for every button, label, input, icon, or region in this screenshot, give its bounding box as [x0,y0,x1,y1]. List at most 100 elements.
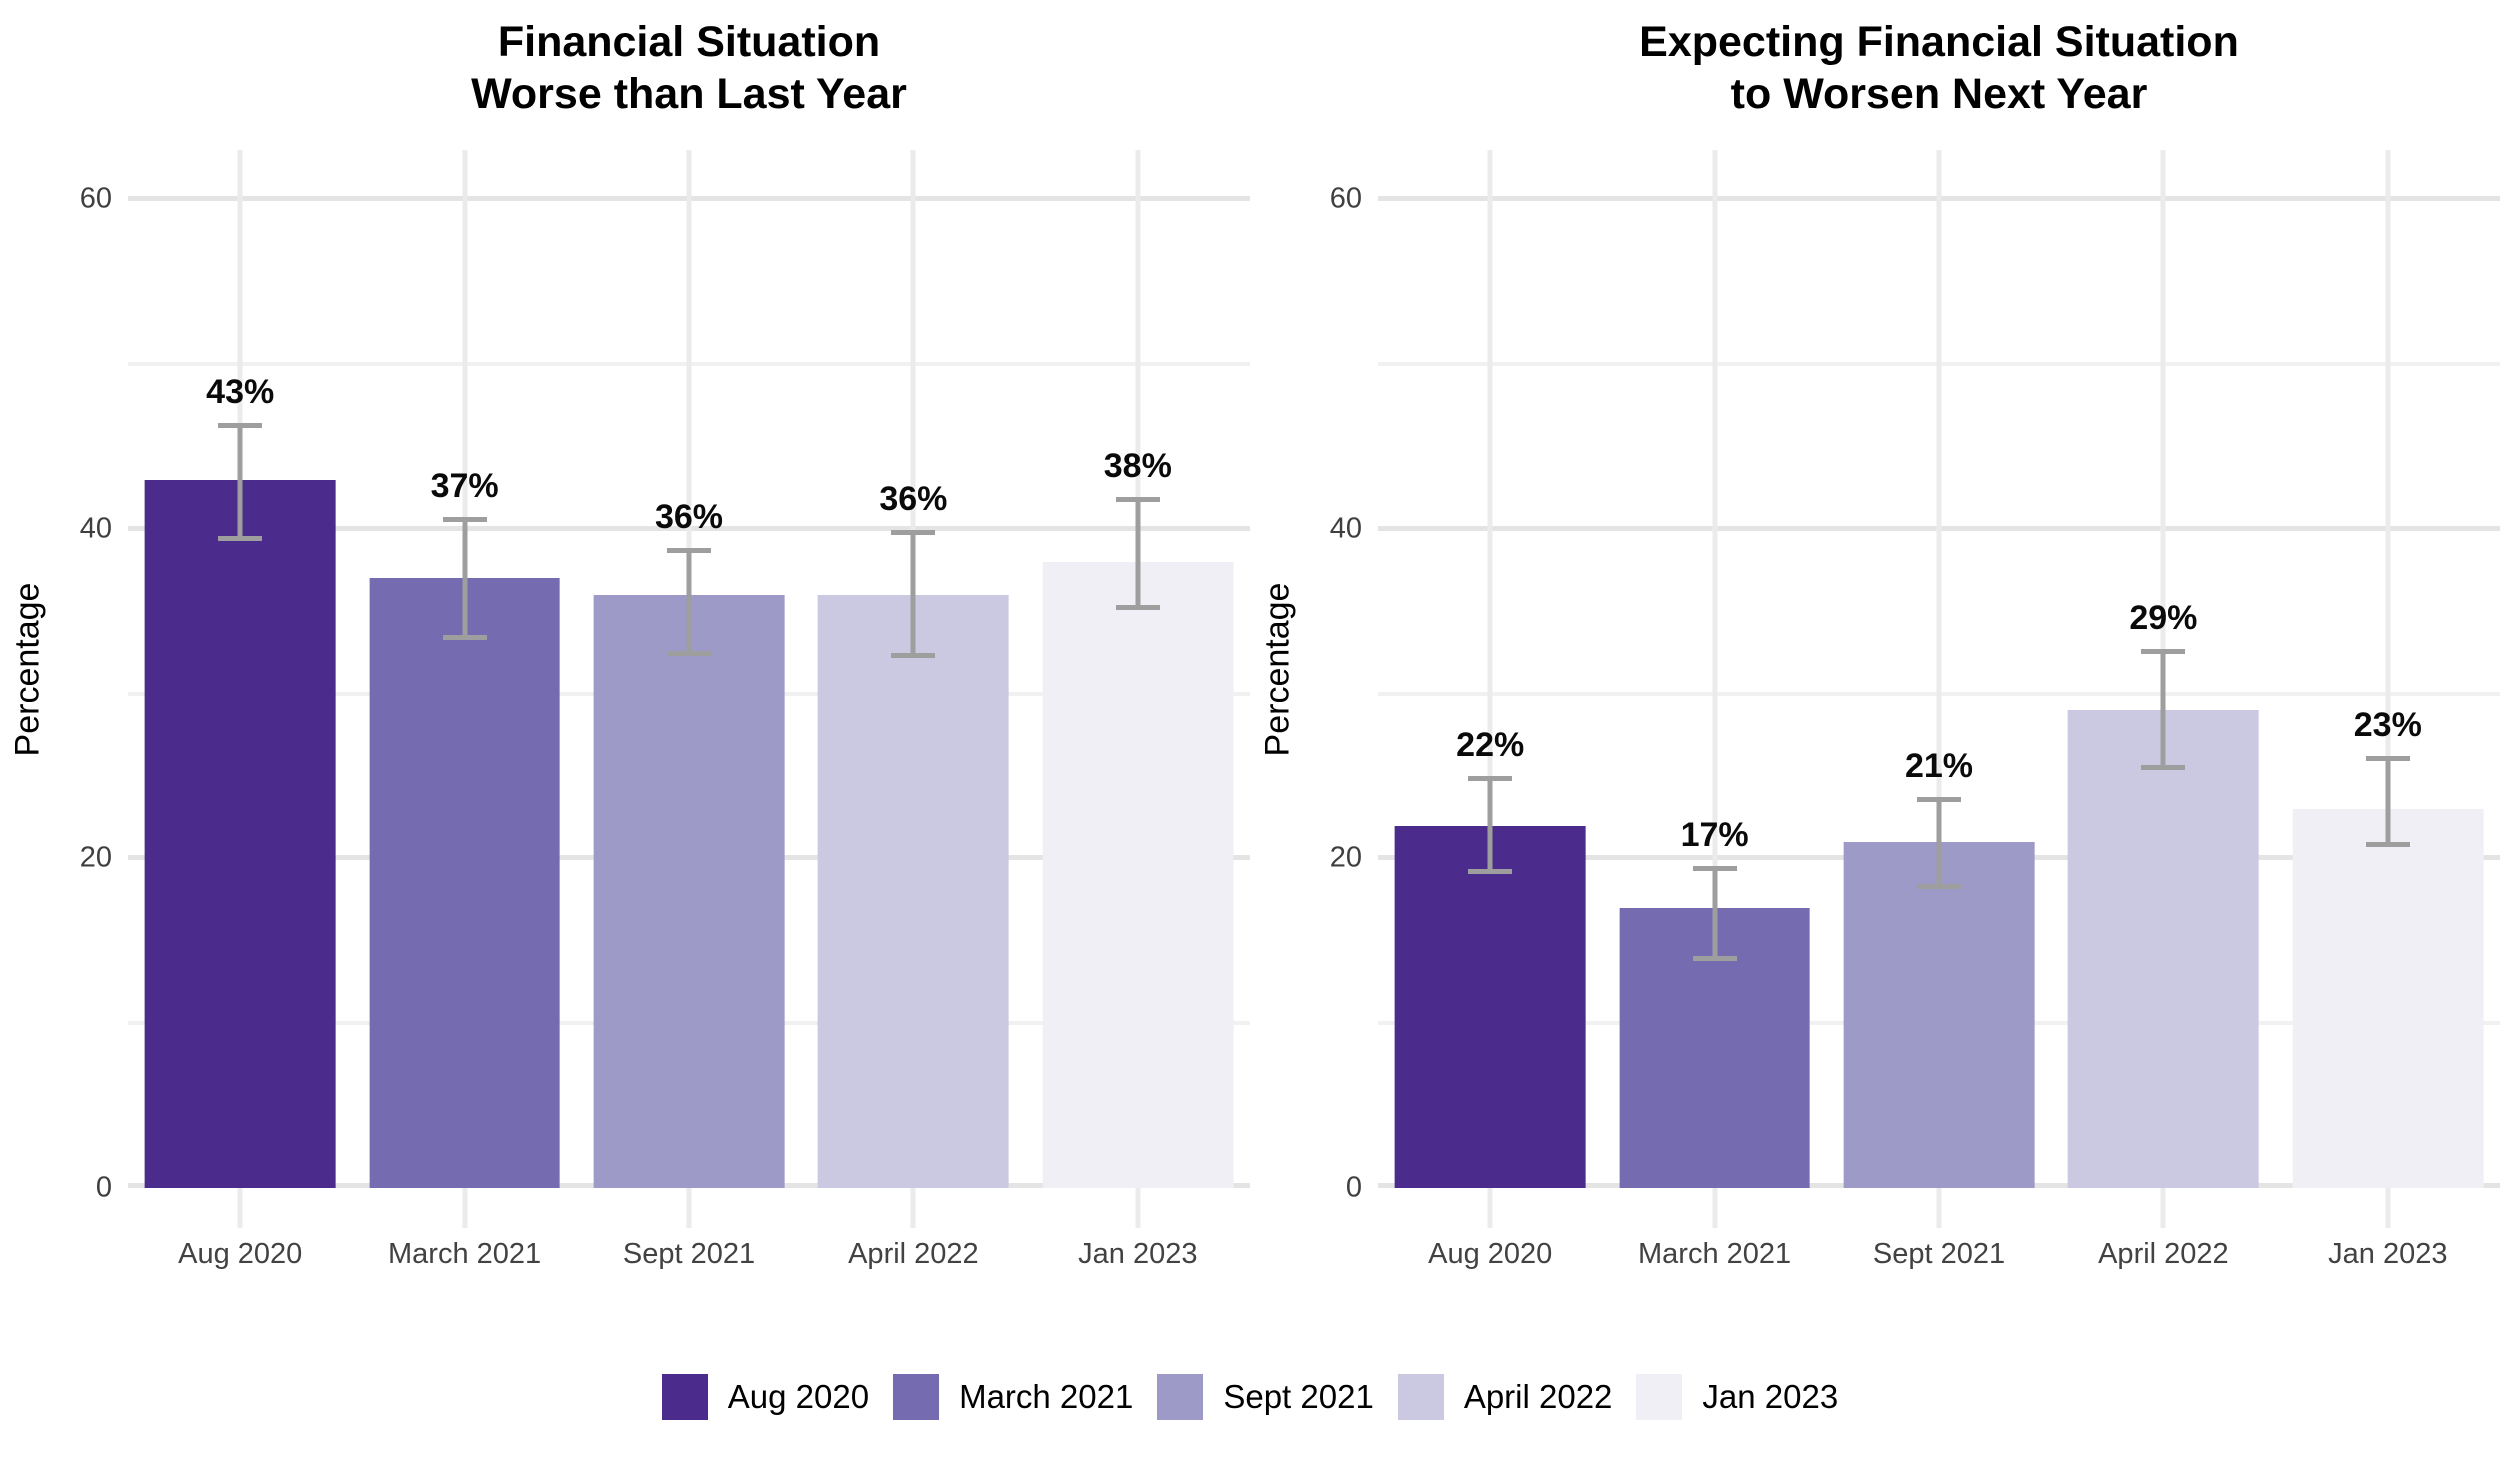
chart-title-line1: Expecting Financial Situation [1639,18,2239,66]
legend-item: April 2022 [1397,1374,1613,1420]
bar-value-label: 43% [206,373,275,412]
chart-title: Expecting Financial Situation to Worsen N… [1378,0,2500,150]
legend-label: Sept 2021 [1223,1378,1374,1415]
x-tick-mark [2160,1188,2166,1228]
x-tick-label: Sept 2021 [1872,1238,2006,1270]
y-axis-title: Percentage [0,150,56,1188]
error-bar-line [910,532,916,656]
bar [2292,809,2484,1188]
legend-label: April 2022 [1463,1378,1613,1415]
legend-label: Aug 2020 [727,1378,870,1415]
error-bar-cap-top [1468,775,1513,781]
plot-panel: 22% 17% 21% 29% 23% [1378,150,2500,1188]
x-tick-label: Jan 2023 [2328,1238,2448,1270]
bar-value-label: 21% [1904,747,1974,786]
x-tick-mark [1487,1188,1493,1228]
bar [1843,842,2035,1188]
bar-value-label: 23% [2353,705,2422,744]
gridline-vertical [1487,150,1493,1188]
error-bar-cap-top [1115,497,1160,503]
legend: Aug 2020 March 2021 Sept 2021 April 2022 Jan… [0,1374,2500,1420]
y-tick-label: 20 [79,841,112,874]
bar-value-label: 29% [2129,598,2198,637]
y-tick-label: 60 [1329,182,1362,215]
gridline-vertical [1936,150,1942,1188]
error-bar-cap-bottom [1692,955,1737,961]
bar-value-label: 37% [430,467,499,506]
error-bar-cap-bottom [2365,842,2410,848]
bar [144,479,336,1188]
error-bar-line [1135,499,1141,609]
error-bar-cap-bottom [442,634,487,640]
error-bar-cap-bottom [891,652,936,658]
x-tick-label: March 2021 [1638,1238,1792,1270]
bar-value-label: 36% [654,498,724,537]
y-axis-title-text: Percentage [1258,582,1297,756]
legend-item: Jan 2023 [1636,1374,1838,1420]
error-bar-cap-top [667,548,711,554]
error-bar-cap-bottom [667,651,711,657]
x-axis: Aug 2020 March 2021 Sept 2021 April 2022 Jan… [128,1188,1250,1280]
chart-title-line2: to Worsen Next Year [1730,70,2148,119]
legend-item: Aug 2020 [661,1374,870,1420]
x-tick-mark [462,1188,468,1228]
x-tick-label: Jan 2023 [1078,1238,1198,1270]
y-tick-label: 20 [1329,841,1362,874]
error-bar-line [2385,757,2391,846]
x-tick-mark [237,1188,243,1228]
legend-item: March 2021 [893,1374,1133,1420]
legend-swatch [1397,1374,1444,1420]
error-bar-line [237,425,243,539]
bar [1042,561,1234,1188]
plot-panel: 43% 37% 36% 36% 38% [128,150,1250,1188]
error-bar-line [1487,777,1493,872]
chart-title-line1: Financial Situation [497,18,881,66]
bar-value-label: 38% [1103,447,1172,486]
y-axis-labels: 0 20 40 60 [1306,150,1378,1202]
chart-worse-than-last-year: Financial Situation Worse than Last Year … [0,0,1250,1280]
bar [593,594,785,1188]
error-bar-cap-bottom [218,535,263,541]
error-bar-cap-top [1692,866,1737,872]
x-tick-label: April 2022 [2098,1238,2229,1270]
error-bar-cap-top [442,517,487,523]
error-bar-line [2160,650,2166,768]
bar [818,594,1009,1188]
error-bar-line [1712,868,1718,959]
y-axis-labels: 0 20 40 60 [56,150,128,1202]
legend-label: Jan 2023 [1702,1378,1839,1415]
legend-swatch [661,1374,708,1420]
x-axis: Aug 2020 March 2021 Sept 2021 April 2022 Jan… [1378,1188,2500,1280]
x-tick-mark [910,1188,916,1228]
chart-title-line2: Worse than Last Year [471,70,907,119]
legend-swatch [1636,1374,1683,1420]
y-tick-label: 60 [79,182,112,215]
legend-swatch [1157,1374,1204,1420]
y-axis-title-text: Percentage [8,582,47,756]
error-bar-cap-top [891,530,936,536]
error-bar-cap-bottom [1468,868,1513,874]
bar-value-label: 22% [1456,725,1525,764]
error-bar-line [462,519,468,638]
bar [1394,825,1586,1188]
chart-worsen-next-year: Expecting Financial Situation to Worsen N… [1250,0,2500,1280]
x-tick-mark [1936,1188,1942,1228]
error-bar-line [686,550,692,655]
x-tick-label: Aug 2020 [1428,1238,1553,1270]
error-bar-line [1936,799,1942,887]
x-tick-mark [1135,1188,1141,1228]
x-tick-label: March 2021 [388,1238,542,1270]
legend-label: March 2021 [959,1378,1134,1415]
chart-title: Financial Situation Worse than Last Year [128,0,1250,150]
bar-value-label: 17% [1680,816,1749,855]
x-tick-mark [686,1188,692,1228]
error-bar-cap-top [2141,648,2186,654]
error-bar-cap-top [2365,755,2410,761]
y-tick-label: 0 [1345,1171,1362,1204]
error-bar-cap-bottom [1917,883,1961,889]
x-tick-label: April 2022 [848,1238,979,1270]
error-bar-cap-top [218,423,263,429]
y-tick-label: 40 [1329,512,1362,545]
x-tick-mark [2385,1188,2391,1228]
error-bar-cap-bottom [1115,605,1160,611]
